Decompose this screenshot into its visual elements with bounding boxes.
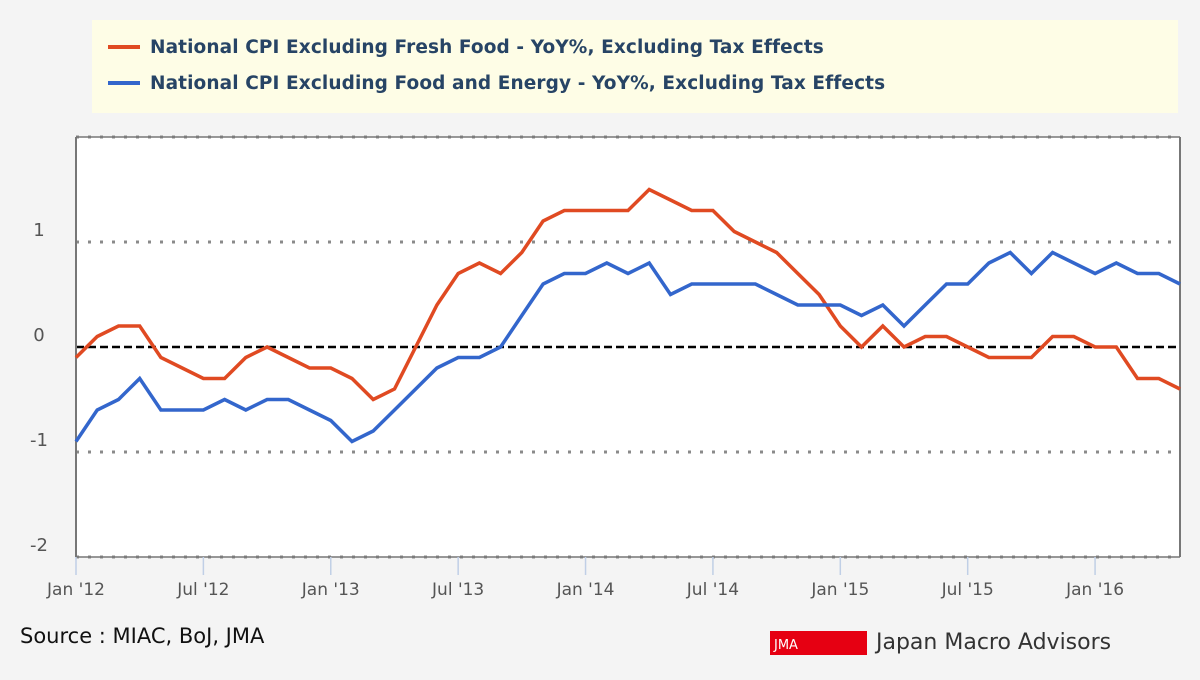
legend-swatch-core-cpi — [108, 45, 140, 49]
legend-item-core-core-cpi[interactable]: National CPI Excluding Food and Energy -… — [108, 71, 885, 95]
logo-badge: JMA — [770, 630, 867, 655]
legend-label-core-cpi: National CPI Excluding Fresh Food - YoY%… — [150, 36, 824, 58]
chart-legend: National CPI Excluding Fresh Food - YoY%… — [92, 20, 1178, 113]
series-line-core-core-cpi — [74, 250, 1181, 444]
legend-item-core-cpi[interactable]: National CPI Excluding Fresh Food - YoY%… — [108, 35, 824, 59]
y-tick-label: 0 — [33, 325, 44, 346]
y-tick-label: -2 — [30, 535, 48, 556]
legend-label-core-core-cpi: National CPI Excluding Food and Energy -… — [150, 72, 886, 94]
x-tick-label: Jul '12 — [176, 580, 229, 600]
x-tick-label: Jul '14 — [686, 580, 739, 600]
series-lines — [74, 187, 1181, 444]
y-tick-label: 1 — [33, 220, 44, 241]
x-tick-label: Jan '14 — [556, 580, 615, 600]
x-tick-label: Jan '12 — [46, 580, 105, 600]
y-tick-label: -1 — [30, 430, 48, 451]
tick-labels: Jan '12 Jul '12 Jan '13 Jul '13 Jan '14 Jul '… — [30, 220, 1124, 600]
x-tick-label: Jan '13 — [301, 580, 360, 600]
series-line-core-cpi — [74, 187, 1181, 402]
axes — [75, 136, 1181, 575]
x-tick-label: Jul '13 — [431, 580, 484, 600]
x-tick-label: Jan '15 — [810, 580, 869, 600]
logo-name: Japan Macro Advisors — [876, 630, 1112, 655]
legend-swatch-core-core-cpi — [108, 81, 140, 85]
grid-lines — [76, 135, 1180, 559]
source-note: Source : MIAC, BoJ, JMA — [20, 624, 265, 648]
x-tick-label: Jan '16 — [1065, 580, 1124, 600]
x-tick-label: Jul '15 — [941, 580, 994, 600]
jma-logo[interactable]: JMA Japan Macro Advisors — [770, 630, 1111, 655]
